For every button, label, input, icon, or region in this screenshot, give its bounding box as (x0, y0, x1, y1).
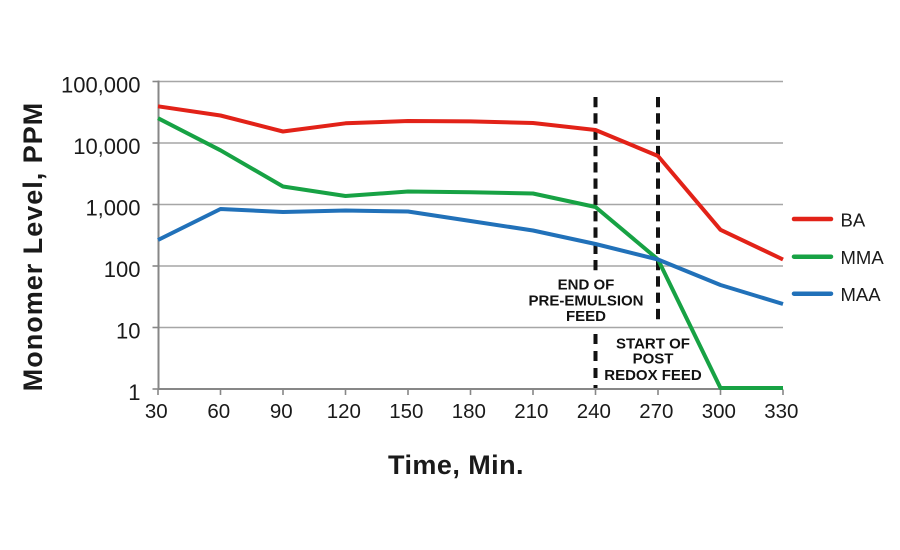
svg-text:210: 210 (514, 400, 548, 423)
svg-text:PRE-EMULSION: PRE-EMULSION (528, 292, 643, 309)
svg-text:END OF: END OF (558, 277, 615, 294)
svg-text:10: 10 (116, 319, 140, 344)
svg-text:REDOX FEED: REDOX FEED (604, 367, 702, 384)
svg-text:Time, Min.: Time, Min. (388, 450, 524, 480)
svg-text:180: 180 (452, 400, 486, 423)
svg-text:150: 150 (389, 400, 423, 423)
svg-text:330: 330 (764, 400, 798, 423)
svg-text:270: 270 (639, 400, 673, 423)
svg-text:START OF: START OF (616, 335, 690, 352)
svg-text:POST: POST (633, 351, 674, 368)
svg-text:100,000: 100,000 (61, 73, 141, 98)
svg-text:10,000: 10,000 (73, 134, 140, 159)
svg-text:1: 1 (128, 380, 140, 405)
svg-text:100: 100 (104, 257, 141, 282)
svg-text:MMA: MMA (841, 247, 885, 268)
svg-text:MAA: MAA (841, 284, 882, 305)
svg-text:60: 60 (207, 400, 230, 423)
svg-text:1,000: 1,000 (85, 196, 140, 221)
svg-text:120: 120 (327, 400, 361, 423)
svg-text:240: 240 (577, 400, 611, 423)
svg-text:FEED: FEED (566, 308, 606, 325)
svg-text:Monomer Level, PPM: Monomer Level, PPM (18, 102, 48, 392)
svg-text:BA: BA (841, 210, 866, 231)
svg-text:300: 300 (702, 400, 736, 423)
svg-text:90: 90 (270, 400, 293, 423)
svg-text:30: 30 (145, 400, 168, 423)
